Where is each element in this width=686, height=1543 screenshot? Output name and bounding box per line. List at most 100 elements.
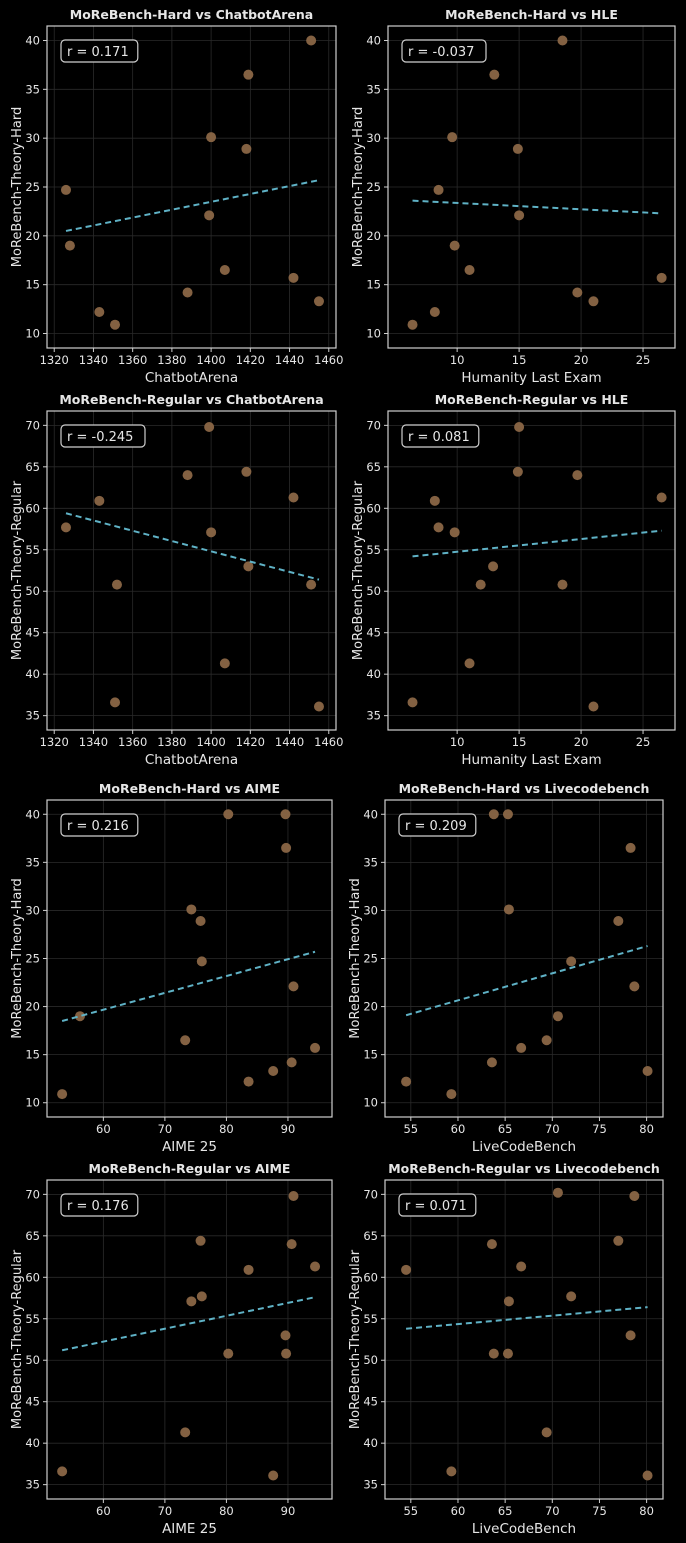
x-tick-label: 60 bbox=[451, 1122, 466, 1136]
plot-frame bbox=[387, 410, 676, 731]
x-axis-label: ChatbotArena bbox=[145, 752, 238, 768]
x-tick-label: 15 bbox=[512, 353, 527, 367]
data-point bbox=[196, 1291, 207, 1302]
data-point bbox=[475, 579, 486, 590]
data-point bbox=[306, 35, 317, 46]
data-point bbox=[656, 272, 667, 283]
x-axis-label: LiveCodeBench bbox=[472, 1521, 576, 1537]
y-tick-label: 40 bbox=[25, 807, 40, 821]
data-point bbox=[94, 495, 105, 506]
r-value-box bbox=[398, 813, 477, 837]
data-point bbox=[280, 1330, 291, 1341]
y-tick-label: 30 bbox=[25, 903, 40, 917]
data-point bbox=[503, 1296, 514, 1307]
y-tick-label: 50 bbox=[25, 1353, 40, 1367]
data-point bbox=[541, 1427, 552, 1438]
y-tick-label: 55 bbox=[363, 1312, 378, 1326]
x-tick-label: 80 bbox=[219, 1122, 234, 1136]
data-point bbox=[206, 132, 217, 143]
data-point bbox=[625, 1330, 636, 1341]
data-point bbox=[288, 1191, 299, 1202]
data-point bbox=[514, 422, 525, 433]
data-point bbox=[313, 296, 324, 307]
y-tick-label: 40 bbox=[366, 667, 381, 681]
data-point bbox=[110, 697, 121, 708]
data-point bbox=[512, 143, 523, 154]
y-tick-label: 40 bbox=[25, 1436, 40, 1450]
data-point bbox=[310, 1042, 321, 1053]
y-tick-label: 25 bbox=[25, 180, 40, 194]
data-point bbox=[60, 184, 71, 195]
x-tick-label: 15 bbox=[512, 735, 527, 749]
data-point bbox=[241, 466, 252, 477]
y-tick-label: 50 bbox=[25, 584, 40, 598]
y-tick-label: 40 bbox=[25, 33, 40, 47]
x-tick-label: 1340 bbox=[79, 353, 108, 367]
r-value-box bbox=[60, 39, 139, 63]
y-tick-label: 45 bbox=[363, 1395, 378, 1409]
x-tick-label: 55 bbox=[403, 1504, 418, 1518]
y-tick-label: 40 bbox=[363, 1436, 378, 1450]
data-point bbox=[489, 69, 500, 80]
y-tick-label: 65 bbox=[366, 460, 381, 474]
scatter-panel-4: 10 15 20 25 35 40 45 50 55 60 65 70 r = 0.081 MoReBen… bbox=[351, 392, 676, 768]
data-point bbox=[243, 1264, 254, 1275]
y-tick-label: 30 bbox=[363, 903, 378, 917]
y-tick-label: 15 bbox=[25, 1048, 40, 1062]
data-point bbox=[429, 307, 440, 318]
x-tick-label: 1360 bbox=[118, 735, 147, 749]
x-tick-label: 10 bbox=[450, 735, 465, 749]
data-point bbox=[464, 265, 475, 276]
data-point bbox=[241, 143, 252, 154]
y-tick-label: 20 bbox=[366, 229, 381, 243]
x-tick-label: 1380 bbox=[157, 735, 186, 749]
data-point bbox=[516, 1042, 527, 1053]
y-tick-label: 60 bbox=[363, 1270, 378, 1284]
y-axis-label: MoReBench-Theory-Regular bbox=[348, 1249, 363, 1429]
data-point bbox=[566, 956, 577, 967]
y-tick-label: 40 bbox=[363, 807, 378, 821]
y-axis-label: MoReBench-Theory-Regular bbox=[351, 480, 366, 660]
x-tick-label: 60 bbox=[451, 1504, 466, 1518]
data-point bbox=[186, 1296, 197, 1307]
data-point bbox=[541, 1035, 552, 1046]
scatter-panel-8: 55 60 65 70 75 80 35 40 45 50 55 60 65 70 r = 0.071 MoR… bbox=[348, 1161, 664, 1537]
data-point bbox=[566, 1291, 577, 1302]
x-axis-label: ChatbotArena bbox=[145, 370, 238, 386]
y-tick-label: 55 bbox=[25, 543, 40, 557]
y-tick-label: 10 bbox=[25, 327, 40, 341]
scatter-panel-7: 60 70 80 90 35 40 45 50 55 60 65 70 r = 0.176 MoReBen… bbox=[10, 1161, 333, 1537]
y-tick-label: 65 bbox=[25, 1229, 40, 1243]
r-value-label: r = 0.081 bbox=[408, 430, 470, 445]
data-point bbox=[288, 272, 299, 283]
data-point bbox=[110, 319, 121, 330]
data-point bbox=[223, 809, 234, 820]
x-tick-label: 90 bbox=[281, 1122, 296, 1136]
y-tick-label: 10 bbox=[25, 1096, 40, 1110]
x-tick-label: 1420 bbox=[236, 735, 265, 749]
data-point bbox=[219, 265, 230, 276]
y-tick-label: 35 bbox=[363, 855, 378, 869]
data-point bbox=[281, 1348, 292, 1359]
data-point bbox=[180, 1427, 191, 1438]
data-point bbox=[446, 1089, 457, 1100]
data-point bbox=[588, 296, 599, 307]
y-tick-label: 60 bbox=[25, 501, 40, 515]
r-value-box bbox=[60, 1193, 139, 1217]
data-point bbox=[195, 1235, 206, 1246]
y-tick-label: 25 bbox=[25, 952, 40, 966]
trend-line bbox=[65, 512, 320, 581]
data-point bbox=[449, 240, 460, 251]
data-point bbox=[268, 1066, 279, 1077]
x-tick-label: 70 bbox=[158, 1122, 173, 1136]
chart-title: MoReBench-Regular vs Livecodebench bbox=[388, 1161, 660, 1176]
y-tick-label: 70 bbox=[25, 1187, 40, 1201]
data-point bbox=[642, 1470, 653, 1481]
plot-frame bbox=[46, 25, 337, 349]
data-point bbox=[502, 1348, 513, 1359]
data-point bbox=[182, 287, 193, 298]
y-tick-label: 70 bbox=[366, 418, 381, 432]
chart-title: MoReBench-Regular vs AIME bbox=[89, 1161, 291, 1176]
x-axis-label: AIME 25 bbox=[162, 1139, 217, 1155]
r-value-box bbox=[401, 39, 487, 63]
